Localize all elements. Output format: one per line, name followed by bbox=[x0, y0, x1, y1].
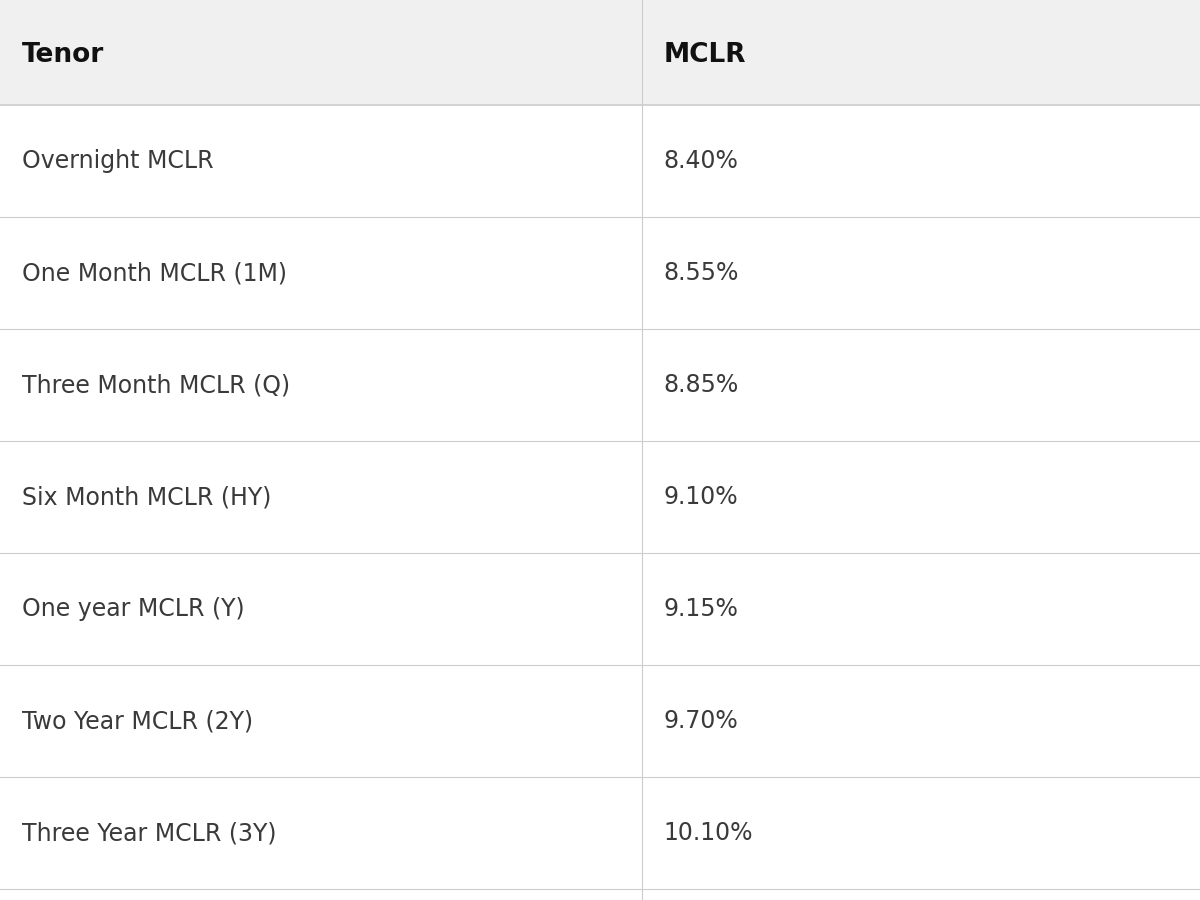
Bar bbox=[0, 105, 1200, 217]
Bar bbox=[0, 665, 1200, 777]
Text: Tenor: Tenor bbox=[22, 41, 104, 68]
Text: Two Year MCLR (2Y): Two Year MCLR (2Y) bbox=[22, 709, 253, 733]
Text: One year MCLR (Y): One year MCLR (Y) bbox=[22, 597, 245, 621]
Bar bbox=[0, 0, 1200, 105]
Bar bbox=[0, 329, 1200, 441]
Text: 8.85%: 8.85% bbox=[664, 373, 739, 397]
Bar bbox=[0, 217, 1200, 329]
Text: Overnight MCLR: Overnight MCLR bbox=[22, 149, 214, 173]
Bar bbox=[0, 777, 1200, 889]
Text: 9.10%: 9.10% bbox=[664, 485, 738, 509]
Text: MCLR: MCLR bbox=[664, 41, 746, 68]
Text: Three Month MCLR (Q): Three Month MCLR (Q) bbox=[22, 373, 289, 397]
Text: Six Month MCLR (HY): Six Month MCLR (HY) bbox=[22, 485, 271, 509]
Text: 8.40%: 8.40% bbox=[664, 149, 738, 173]
Text: 9.70%: 9.70% bbox=[664, 709, 738, 733]
Text: 8.55%: 8.55% bbox=[664, 261, 739, 285]
Text: One Month MCLR (1M): One Month MCLR (1M) bbox=[22, 261, 287, 285]
Bar bbox=[0, 441, 1200, 553]
Text: 10.10%: 10.10% bbox=[664, 821, 754, 845]
Text: Three Year MCLR (3Y): Three Year MCLR (3Y) bbox=[22, 821, 276, 845]
Bar bbox=[0, 553, 1200, 665]
Text: 9.15%: 9.15% bbox=[664, 597, 738, 621]
